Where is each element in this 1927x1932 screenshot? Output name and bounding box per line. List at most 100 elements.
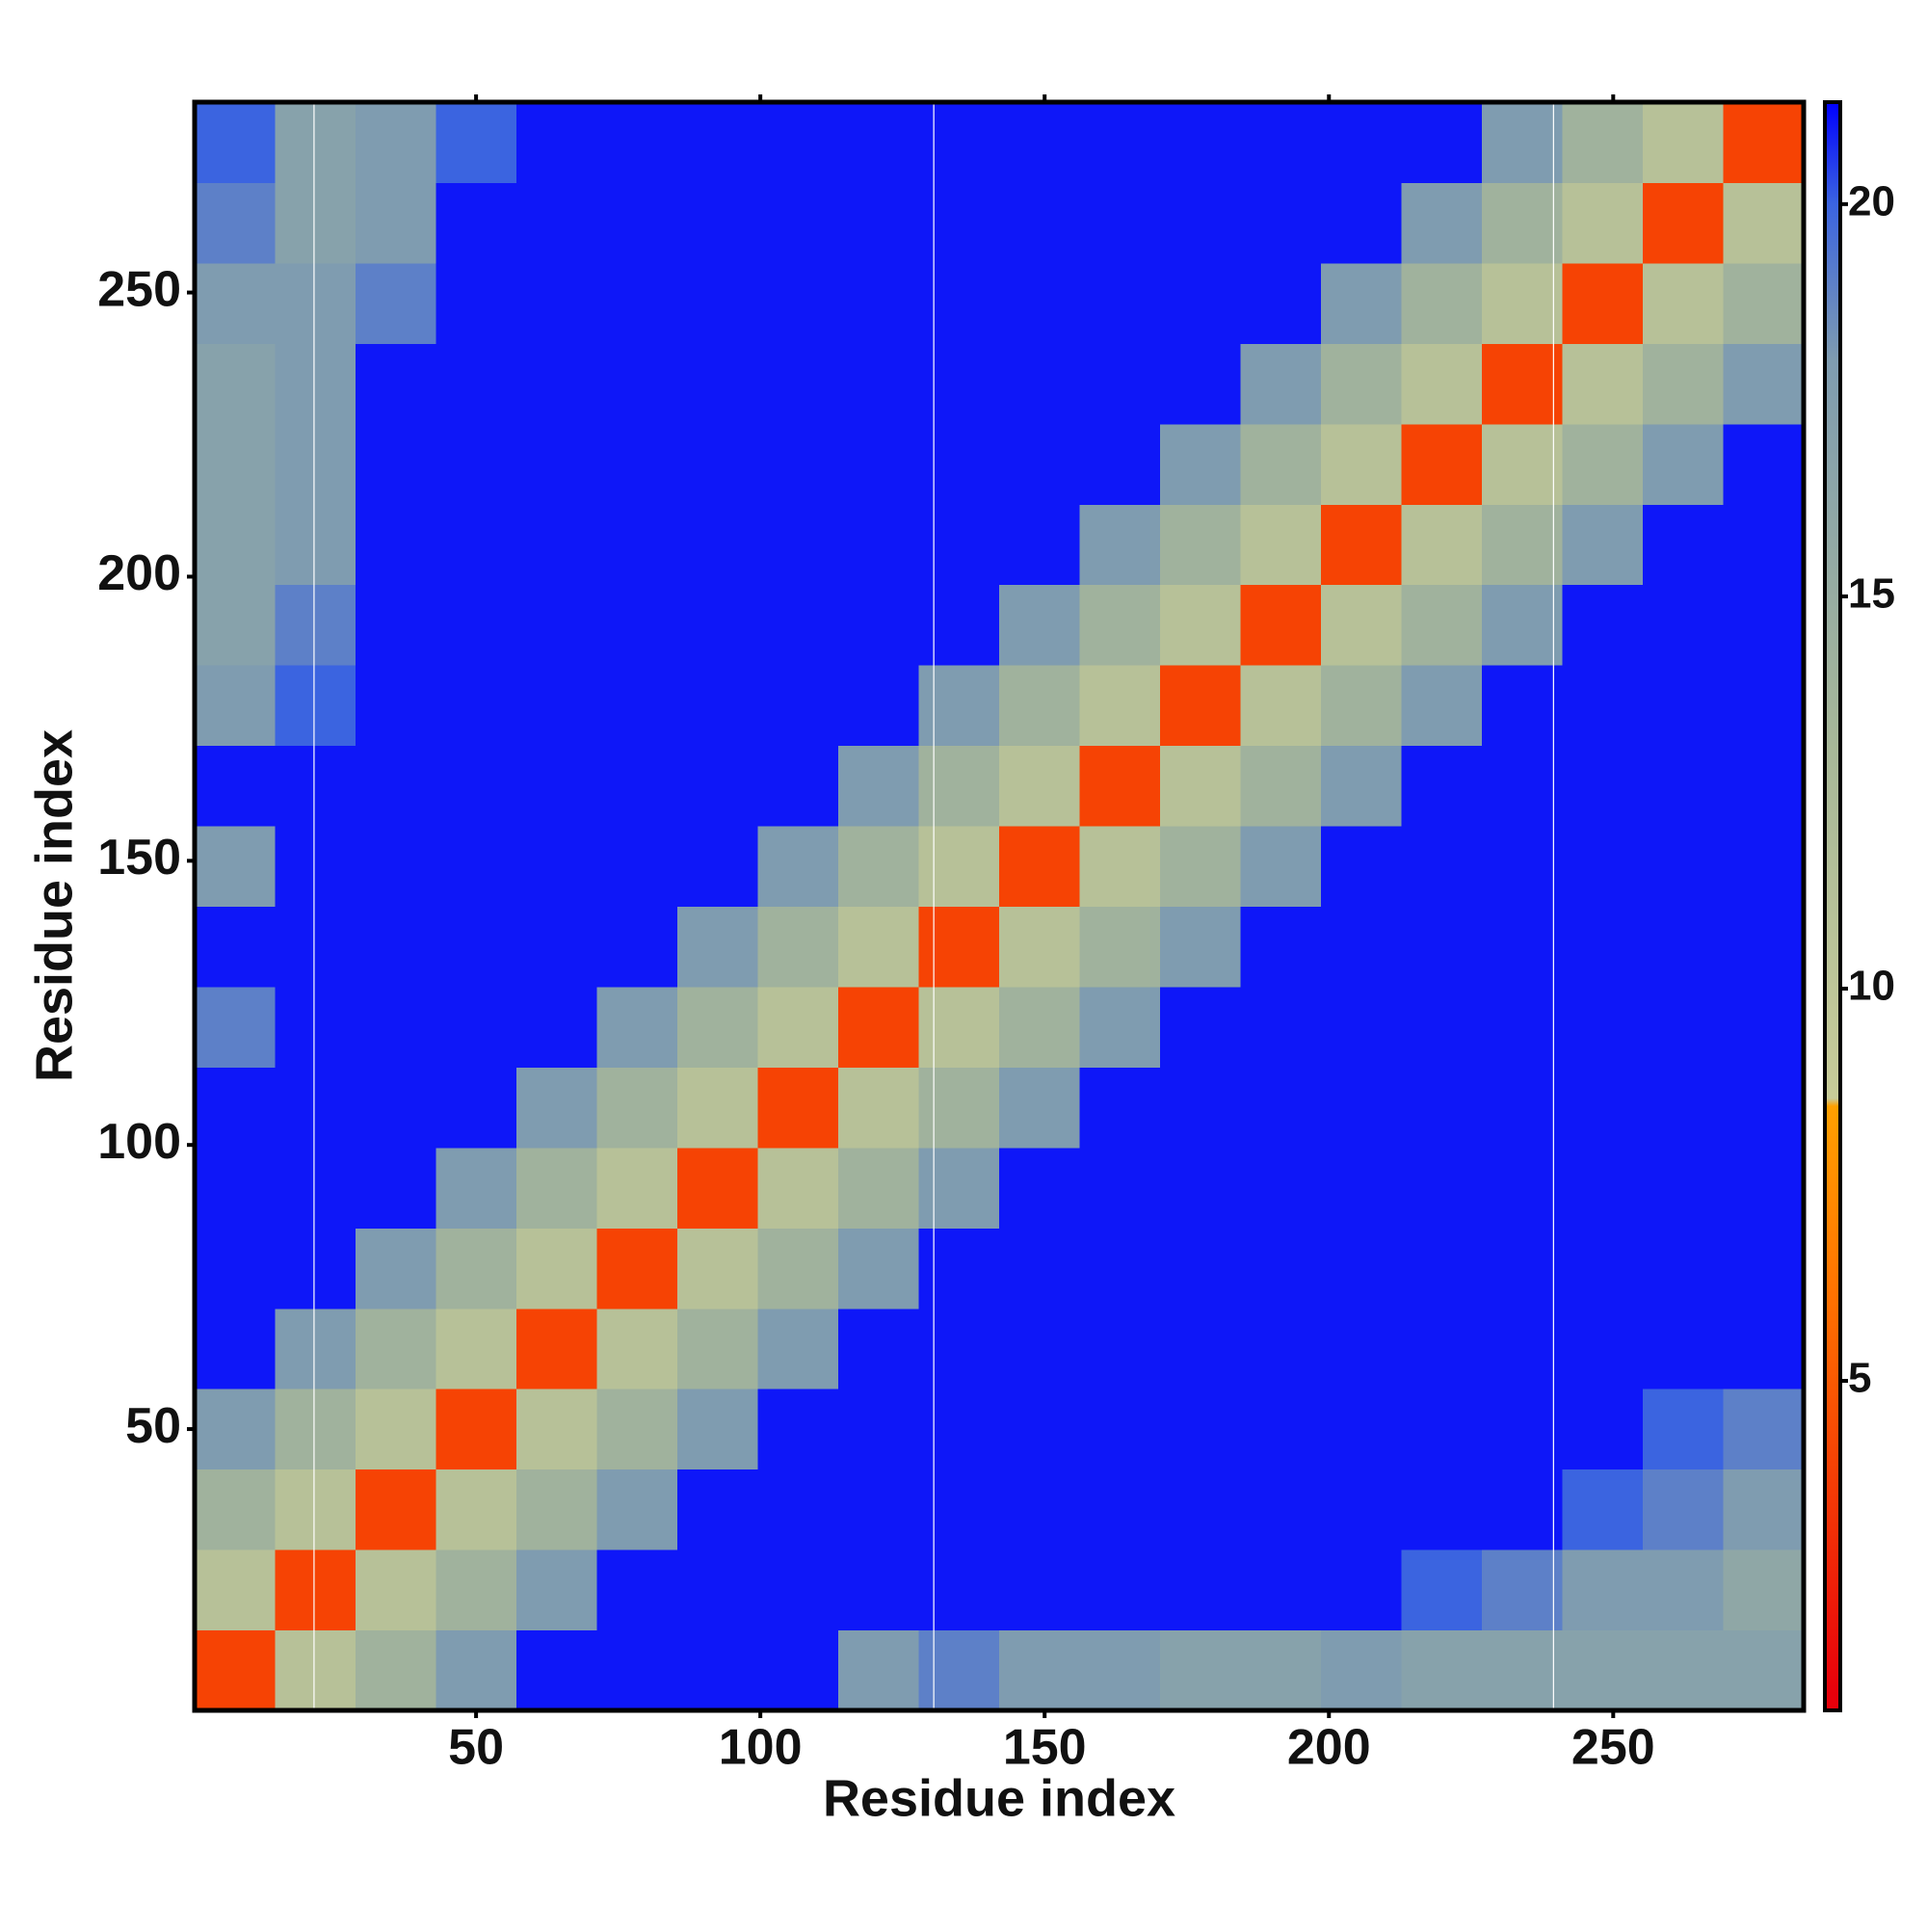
cell <box>838 584 919 666</box>
cell <box>1723 1228 1805 1310</box>
cell <box>356 986 436 1068</box>
cell <box>1160 182 1241 264</box>
cell <box>436 584 517 666</box>
cell <box>1160 906 1241 988</box>
cell <box>436 1147 517 1229</box>
cell <box>1240 1629 1322 1711</box>
cell <box>1562 1308 1644 1389</box>
cell <box>999 423 1080 505</box>
cell <box>436 504 517 586</box>
cell <box>1723 1549 1805 1631</box>
cell <box>1401 182 1483 264</box>
cell <box>1482 1469 1563 1550</box>
cell <box>1079 1469 1161 1550</box>
cell <box>1240 1147 1322 1229</box>
cell <box>1562 262 1644 344</box>
cell <box>1160 1147 1241 1229</box>
cell <box>436 826 517 907</box>
cell <box>1160 1067 1241 1149</box>
cell <box>838 1308 919 1389</box>
cell <box>1079 343 1161 425</box>
cell <box>677 423 758 505</box>
cell <box>275 826 356 907</box>
cell <box>1562 745 1644 827</box>
cell <box>436 665 517 747</box>
cell <box>1482 1308 1563 1389</box>
cell <box>838 1228 919 1310</box>
cell <box>1401 102 1483 183</box>
cell <box>757 1549 839 1631</box>
cell <box>677 102 758 183</box>
cell <box>757 343 839 425</box>
cell <box>838 102 919 183</box>
cell <box>1643 1228 1724 1310</box>
cell <box>677 826 758 907</box>
cell <box>1240 343 1322 425</box>
cell <box>1321 343 1402 425</box>
cell <box>1562 665 1644 747</box>
cell <box>677 906 758 988</box>
cell <box>1562 1228 1644 1310</box>
cell <box>1079 504 1161 586</box>
x-axis-label: Residue index <box>823 1769 1175 1827</box>
cell <box>516 1067 597 1149</box>
cell <box>516 1308 597 1389</box>
cell <box>436 906 517 988</box>
cell <box>838 826 919 907</box>
cell <box>1562 182 1644 264</box>
y-tick-label: 100 <box>97 1114 181 1170</box>
cell <box>436 1469 517 1550</box>
cell <box>1240 1228 1322 1310</box>
cell <box>596 906 678 988</box>
cell <box>275 745 356 827</box>
cell <box>757 1389 839 1470</box>
cell <box>1723 1469 1805 1550</box>
cell <box>677 665 758 747</box>
cell <box>1482 1389 1563 1470</box>
cell <box>1079 665 1161 747</box>
cell <box>596 1228 678 1310</box>
cell <box>1079 745 1161 827</box>
cell <box>1240 1389 1322 1470</box>
cell <box>999 1629 1080 1711</box>
cell <box>918 1469 1000 1550</box>
cell <box>275 102 356 183</box>
cell <box>1562 1147 1644 1229</box>
cell <box>1321 182 1402 264</box>
cell <box>1321 423 1402 505</box>
cell <box>918 826 1000 907</box>
cell <box>195 986 276 1068</box>
cell <box>1643 745 1724 827</box>
cell <box>677 1147 758 1229</box>
cell <box>1482 745 1563 827</box>
x-tick-label: 50 <box>448 1720 504 1776</box>
y-tick-label: 50 <box>125 1398 181 1454</box>
cell <box>1723 1389 1805 1470</box>
cell <box>516 1629 597 1711</box>
cell <box>918 584 1000 666</box>
cell <box>1240 906 1322 988</box>
cell <box>999 986 1080 1068</box>
cell <box>1562 906 1644 988</box>
cell <box>1562 504 1644 586</box>
cell <box>356 906 436 988</box>
cell <box>1240 1549 1322 1631</box>
cell <box>757 584 839 666</box>
cell <box>1562 584 1644 666</box>
cell <box>436 423 517 505</box>
cell <box>1160 584 1241 666</box>
cell <box>918 343 1000 425</box>
cell <box>195 906 276 988</box>
cell <box>1160 1469 1241 1550</box>
cell <box>1079 182 1161 264</box>
cell <box>918 262 1000 344</box>
cell <box>838 504 919 586</box>
cell <box>356 423 436 505</box>
cell <box>1562 423 1644 505</box>
cell <box>1240 182 1322 264</box>
cell <box>596 1549 678 1631</box>
cell <box>195 1469 276 1550</box>
cell <box>1482 826 1563 907</box>
cell <box>436 1308 517 1389</box>
cell <box>1401 665 1483 747</box>
